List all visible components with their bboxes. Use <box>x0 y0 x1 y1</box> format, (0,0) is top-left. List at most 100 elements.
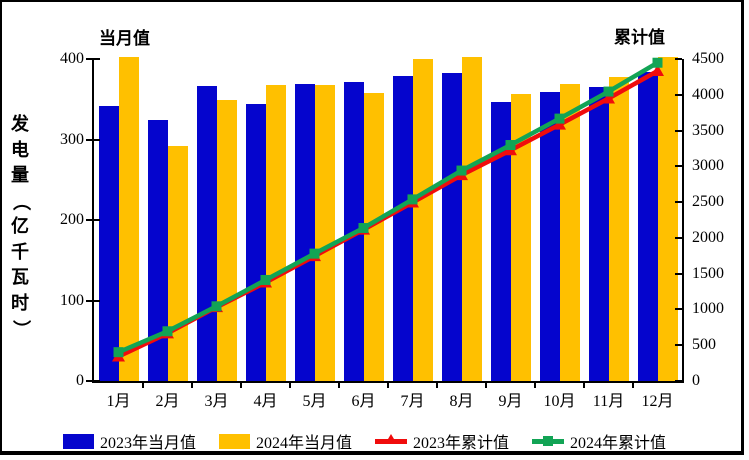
x-axis-month-label: 8月 <box>449 393 474 410</box>
legend-line-triangle-icon <box>375 434 408 448</box>
plot-area: 0 100 200 300 400 0 500 1000 1500 2000 2500 3000 350… <box>60 50 724 410</box>
bar-2023年当月值-1月 <box>98 105 119 381</box>
right-axis-caption: 累计值 <box>614 28 665 47</box>
left-axis-tick <box>86 138 100 141</box>
legend-label: 2023年累计值 <box>413 435 510 452</box>
bar-2024年当月值-1月 <box>118 56 139 381</box>
legend-label: 2024年累计值 <box>570 435 667 452</box>
x-axis-month-label: 9月 <box>498 393 523 410</box>
bar-2024年当月值-12月 <box>657 56 678 381</box>
right-axis-tick <box>675 58 682 60</box>
y-axis-title: 发电量（亿千瓦时） <box>10 114 31 338</box>
right-axis-tick-label: 1500 <box>692 264 724 282</box>
x-axis-month-label: 3月 <box>204 393 229 410</box>
legend-item-2023-monthly: 2023年当月值 <box>63 429 196 453</box>
marker-2024年累计值-4月 <box>260 274 271 285</box>
marker-2023年累计值-10月 <box>553 118 566 130</box>
legend-item-2024-cumulative: 2024年累计值 <box>532 429 666 453</box>
legend-swatch-2023-bar-icon <box>63 433 94 449</box>
bar-2024年当月值-11月 <box>608 76 629 381</box>
right-axis-tick-label: 3500 <box>692 121 724 139</box>
left-axis-tick <box>86 299 100 302</box>
legend-label: 2024年当月值 <box>256 435 353 452</box>
left-axis-tick <box>86 219 100 221</box>
marker-2024年累计值-6月 <box>358 223 369 234</box>
marker-2024年累计值-8月 <box>456 165 467 176</box>
legend-item-2024-monthly: 2024年当月值 <box>219 429 352 453</box>
x-axis-tick <box>142 381 144 388</box>
bar-2024年当月值-10月 <box>559 83 580 381</box>
x-axis-tick <box>240 381 242 388</box>
x-axis-tick <box>289 381 291 388</box>
right-axis-tick <box>675 129 682 132</box>
left-axis-tick <box>86 380 100 382</box>
left-axis-tick-label: 300 <box>60 130 84 148</box>
marker-2024年累计值-10月 <box>554 113 565 124</box>
right-axis-tick <box>675 344 682 347</box>
x-axis-month-label: 5月 <box>302 393 327 410</box>
marker-2024年累计值-7月 <box>407 194 418 205</box>
marker-2024年累计值-3月 <box>211 301 222 312</box>
x-axis-tick <box>387 381 389 388</box>
x-axis-tick <box>191 381 193 388</box>
bar-2024年当月值-9月 <box>510 93 531 381</box>
x-axis-tick <box>632 381 634 388</box>
left-axis-tick-label: 0 <box>76 372 84 389</box>
right-axis-tick-label: 2000 <box>692 228 724 246</box>
bar-2024年当月值-7月 <box>412 59 433 381</box>
left-axis-tick-label: 400 <box>60 50 84 67</box>
left-axis-tick <box>86 58 100 60</box>
marker-2023年累计值-11月 <box>602 91 615 104</box>
bar-2023年当月值-11月 <box>588 87 609 381</box>
x-axis-month-label: 1月 <box>106 393 131 410</box>
right-axis-tick <box>675 236 682 239</box>
bar-2024年当月值-6月 <box>363 92 384 381</box>
right-axis-line <box>682 59 684 383</box>
right-axis-tick-label: 3000 <box>692 157 724 175</box>
x-axis-tick <box>485 381 487 388</box>
legend-swatch-2024-bar-icon <box>219 433 251 449</box>
x-axis-month-label: 10月 <box>543 393 576 410</box>
bar-2023年当月值-4月 <box>245 104 266 381</box>
x-axis-tick <box>534 381 536 388</box>
x-axis-month-label: 12月 <box>641 393 674 410</box>
right-axis-tick <box>675 272 682 275</box>
bar-2023年当月值-5月 <box>294 83 315 381</box>
marker-2024年累计值-9月 <box>505 140 516 151</box>
right-axis-tick-label: 4000 <box>692 85 724 103</box>
bar-2023年当月值-9月 <box>490 102 511 381</box>
bar-2023年当月值-10月 <box>539 92 560 381</box>
x-axis-month-label: 7月 <box>400 393 425 410</box>
marker-2024年累计值-5月 <box>309 248 320 259</box>
legend-label: 2023年当月值 <box>100 435 197 452</box>
bar-2024年当月值-4月 <box>265 84 286 381</box>
right-axis-tick-label: 2500 <box>692 193 724 211</box>
left-axis-caption: 当月值 <box>99 29 150 48</box>
bar-2023年当月值-12月 <box>637 71 658 381</box>
bar-2024年当月值-5月 <box>314 84 335 381</box>
right-axis-tick <box>675 201 682 204</box>
lines-layer <box>112 57 664 362</box>
x-axis-month-label: 4月 <box>253 393 278 410</box>
bar-2023年当月值-8月 <box>441 72 462 381</box>
marker-2023年累计值-12月 <box>651 64 664 77</box>
legend: 2023年当月值 2024年当月值 2023年累计值 2024年累计值 <box>63 429 666 453</box>
right-axis-tick-label: 0 <box>692 372 700 389</box>
legend-item-2023-cumulative: 2023年累计值 <box>375 429 509 453</box>
bar-2023年当月值-2月 <box>147 120 168 381</box>
legend-line-square-icon <box>532 434 565 448</box>
right-axis-tick-label: 500 <box>692 336 716 354</box>
marker-2024年累计值-11月 <box>603 86 614 97</box>
right-axis-tick-label: 4500 <box>692 50 724 67</box>
right-axis-tick <box>675 165 682 168</box>
right-axis-tick <box>675 380 682 382</box>
marker-2024年累计值-1月 <box>113 347 124 358</box>
x-axis-month-label: 2月 <box>155 393 180 410</box>
x-axis-tick <box>583 381 585 388</box>
left-axis-tick-label: 200 <box>60 211 84 228</box>
marker-2024年累计值-12月 <box>652 57 663 68</box>
bar-2023年当月值-7月 <box>392 75 413 381</box>
right-axis-tick <box>675 93 682 96</box>
